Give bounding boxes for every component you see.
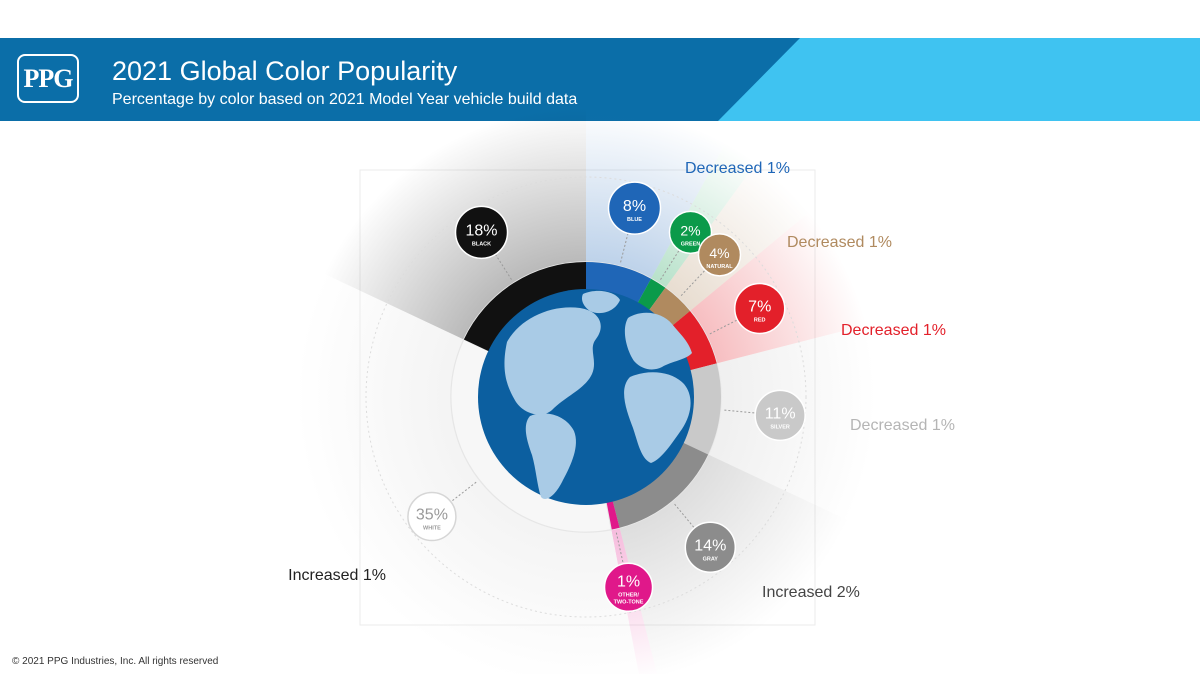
change-annotations: Decreased 1% Decreased 1% Decreased 1% Decr… xyxy=(288,160,955,601)
bubble-silver: 11% SILVER xyxy=(754,389,806,442)
ppg-logo: PPG xyxy=(17,54,79,103)
change-label-red: Decreased 1% xyxy=(841,322,946,339)
bubble-circle-natural xyxy=(697,233,742,277)
globe-south-america xyxy=(525,413,576,500)
bubble-circle-blue xyxy=(607,181,662,235)
change-label-blue: Decreased 1% xyxy=(685,160,790,177)
leader-blue xyxy=(620,208,635,263)
globe-greenland xyxy=(581,290,620,314)
bubble-green: 2% GREEN xyxy=(668,210,713,255)
leader-silver xyxy=(724,409,781,416)
value-label-black: 18% xyxy=(465,222,497,239)
header-banner: PPG 2021 Global Color Popularity Percent… xyxy=(0,38,1200,121)
change-label-white: Increased 1% xyxy=(288,567,386,584)
name-label-gray: GRAY xyxy=(703,556,719,562)
slice-bubbles: 8% BLUE 2% GREEN 4% NATURAL 7% RED 11% SILVER 14% G… xyxy=(407,181,806,613)
value-label-silver: 11% xyxy=(765,405,796,422)
page-subtitle: Percentage by color based on 2021 Model … xyxy=(112,91,578,108)
leader-white xyxy=(431,481,477,517)
slice-green xyxy=(636,278,666,313)
change-label-gray: Increased 2% xyxy=(762,584,860,601)
globe-north-america xyxy=(504,307,601,415)
bubble-gray: 14% GRAY xyxy=(684,521,737,574)
leader-green xyxy=(660,232,691,280)
value-label-gray: 14% xyxy=(694,537,726,554)
bubble-circle-green xyxy=(668,210,713,255)
slice-gray xyxy=(611,441,709,528)
bubble-circle-white xyxy=(407,491,457,542)
value-label-green: 2% xyxy=(680,222,700,238)
copyright-footer: © 2021 PPG Industries, Inc. All rights r… xyxy=(12,656,219,667)
name-label-other-two-tone-2: TWO-TONE xyxy=(614,599,644,605)
value-label-white: 35% xyxy=(416,507,448,524)
slice-red xyxy=(666,310,717,372)
value-label-other-two-tone: 1% xyxy=(617,573,640,590)
change-label-natural: Decreased 1% xyxy=(787,234,892,251)
leader-other-two-tone xyxy=(615,532,630,588)
value-label-red: 7% xyxy=(748,298,771,315)
name-label-green: GREEN xyxy=(681,241,701,247)
slice-black xyxy=(463,262,586,353)
slice-blue xyxy=(586,262,652,306)
bubble-natural: 4% NATURAL xyxy=(697,233,742,277)
name-label-other-two-tone-1: OTHER/ xyxy=(618,592,639,598)
bubble-blue: 8% BLUE xyxy=(607,181,662,235)
globe-europe xyxy=(624,312,692,370)
leader-black xyxy=(481,232,512,280)
leader-lines xyxy=(431,208,781,588)
bubble-circle-gray xyxy=(684,521,737,574)
name-label-red: RED xyxy=(754,317,766,323)
leader-red xyxy=(709,308,760,335)
fan-white xyxy=(295,273,639,674)
bubble-circle-other-two-tone xyxy=(603,562,654,613)
name-label-white: WHITE xyxy=(423,526,441,532)
name-label-black: BLACK xyxy=(472,241,491,247)
bubble-white: 35% WHITE xyxy=(407,491,457,542)
leader-natural xyxy=(680,254,720,297)
bubble-red: 7% RED xyxy=(733,282,786,335)
outer-guide-ring xyxy=(365,176,807,618)
bubble-other-two-tone: 1% OTHER/TWO-TONE xyxy=(603,562,654,613)
header-background xyxy=(0,38,1200,121)
page-title: 2021 Global Color Popularity xyxy=(112,56,458,86)
header-dark-band xyxy=(0,38,800,121)
value-label-blue: 8% xyxy=(623,198,646,215)
value-label-natural: 4% xyxy=(709,245,729,261)
bubble-circle-silver xyxy=(754,389,806,442)
globe-africa xyxy=(624,372,691,463)
bubble-circle-black xyxy=(454,205,509,260)
slice-other-two-tone xyxy=(605,497,620,530)
bubble-circle-red xyxy=(733,282,786,335)
leader-gray xyxy=(674,503,711,548)
globe-icon xyxy=(478,289,694,505)
name-label-silver: SILVER xyxy=(770,424,789,430)
change-label-silver: Decreased 1% xyxy=(850,417,955,434)
name-label-blue: BLUE xyxy=(627,217,642,223)
name-label-natural: NATURAL xyxy=(706,264,733,270)
bubble-black: 18% BLACK xyxy=(454,205,509,260)
